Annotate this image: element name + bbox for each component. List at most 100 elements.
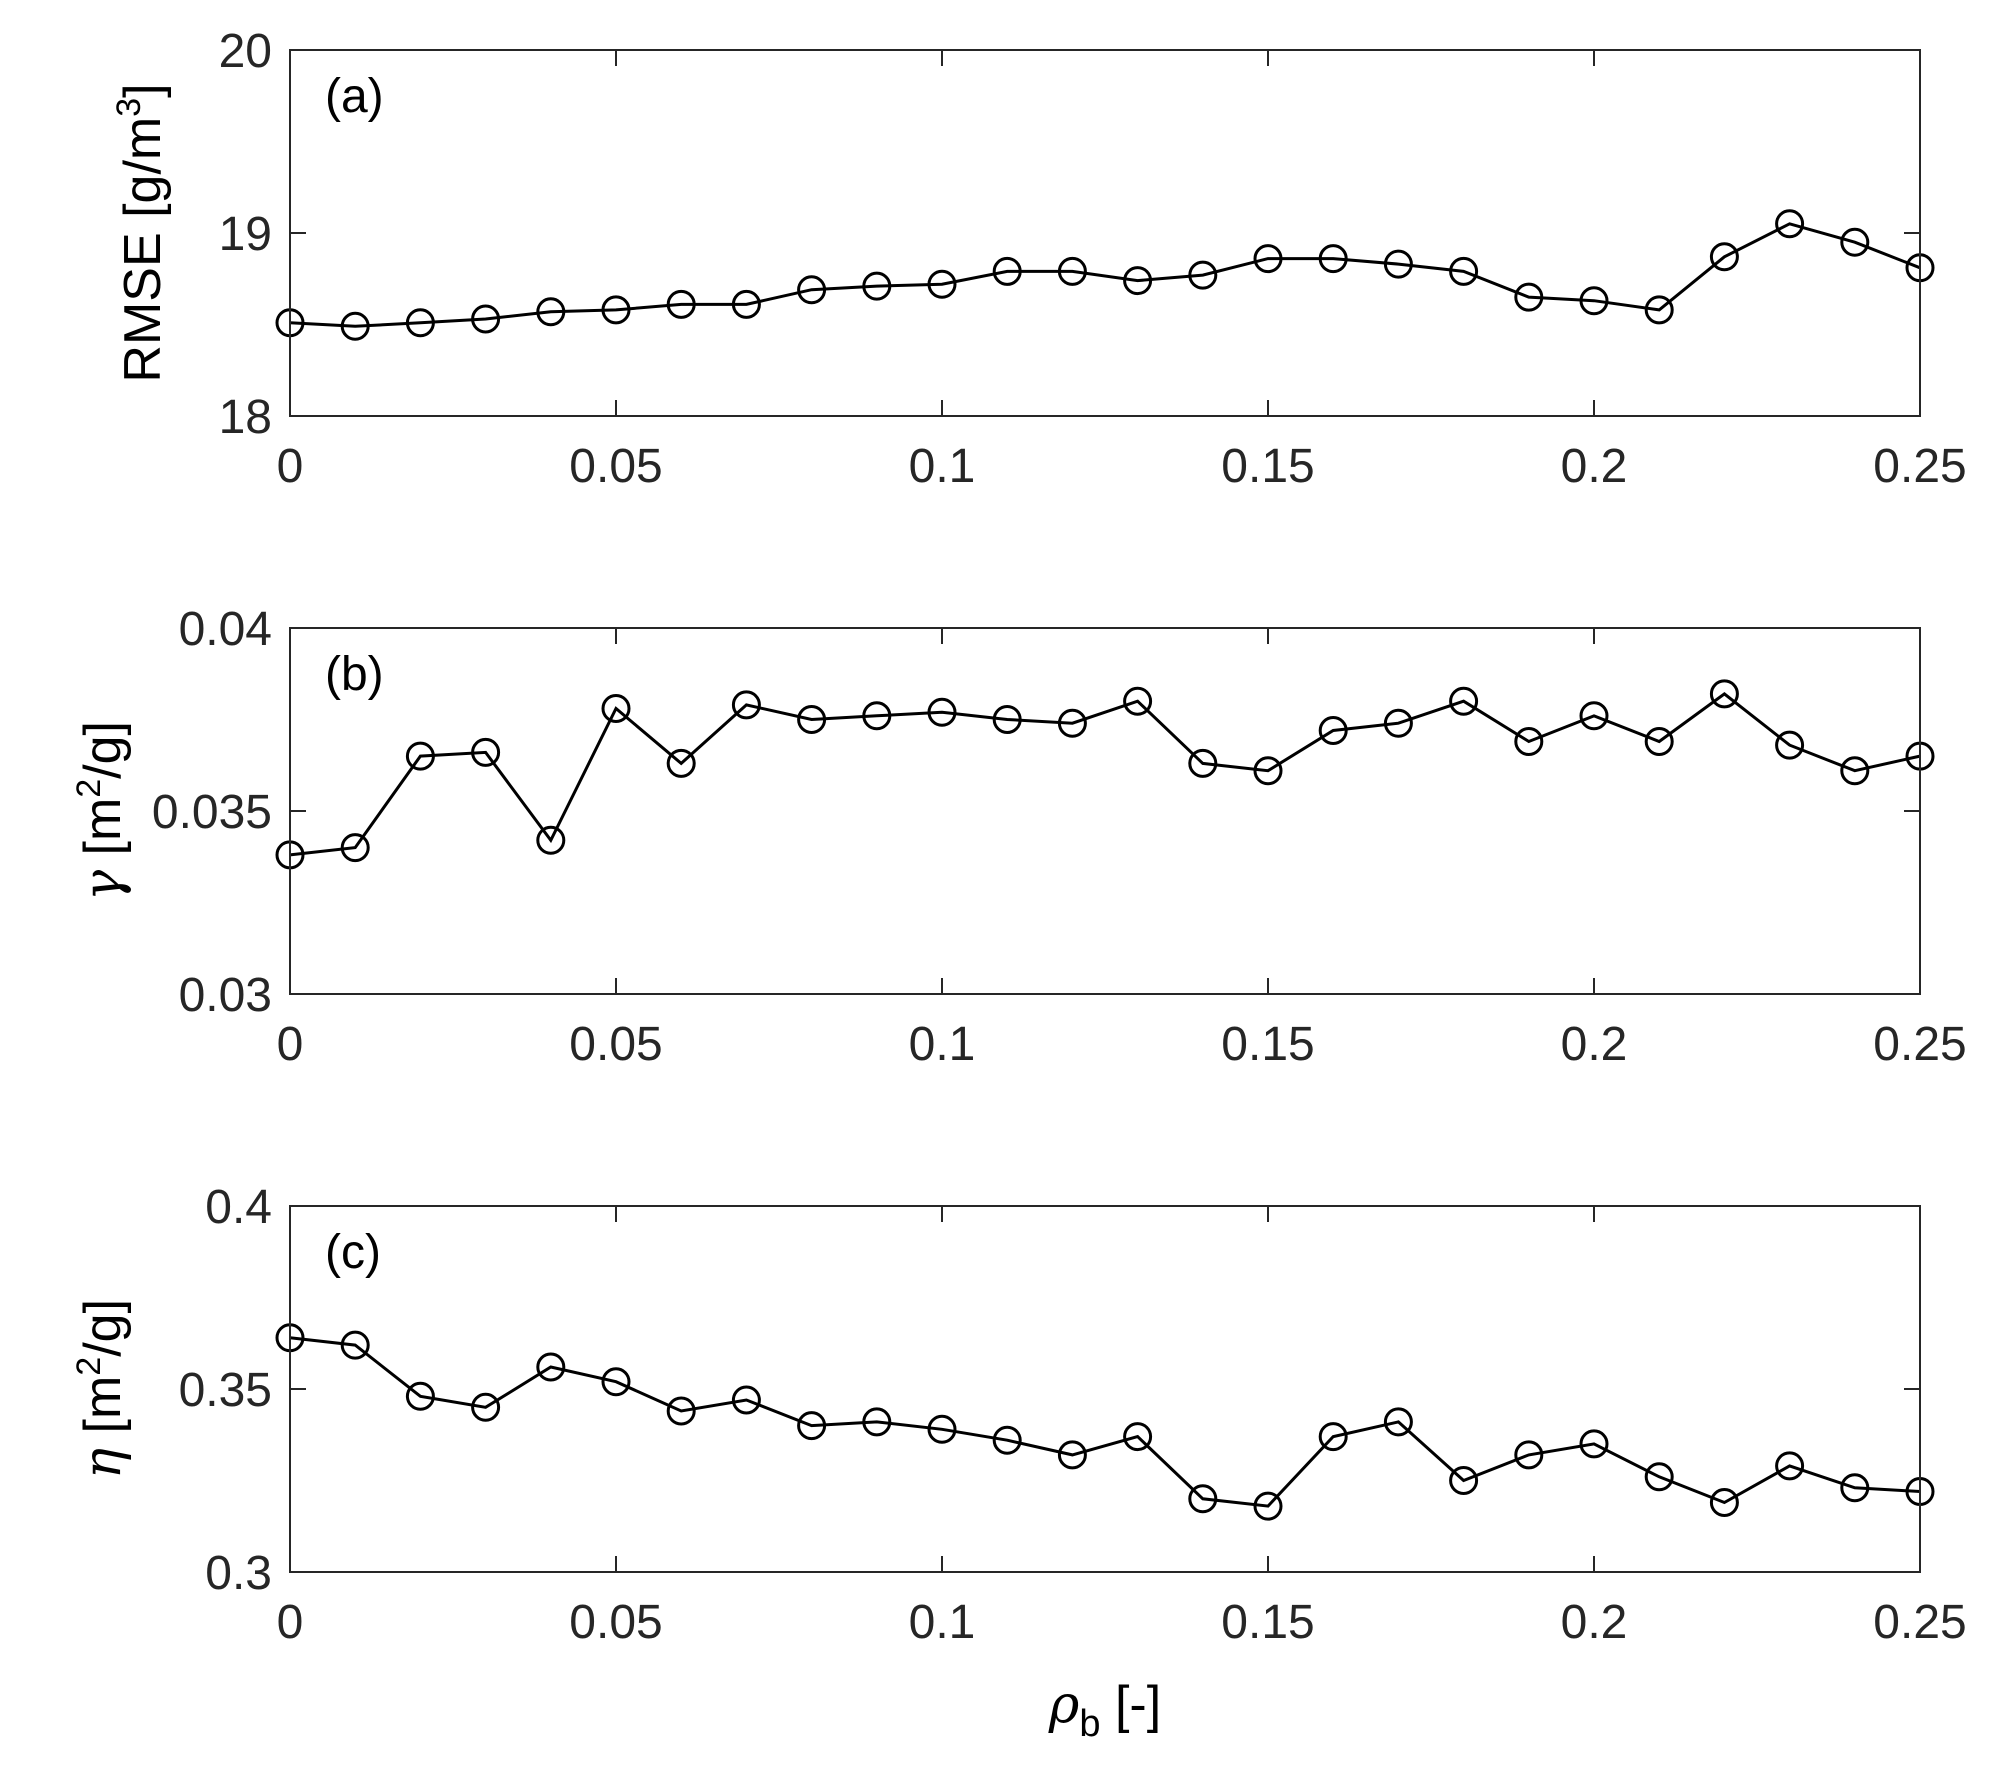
panel-c-data-point bbox=[601, 1367, 631, 1397]
panel-a-data-point bbox=[340, 311, 370, 341]
panel-a-data-point bbox=[1449, 256, 1479, 286]
panel-b-series-line bbox=[289, 692, 1921, 857]
panel-c-y-axis-label: η [m2/g] bbox=[70, 1299, 133, 1479]
panel-c-data-point bbox=[471, 1392, 501, 1422]
panel-b-data-point bbox=[601, 694, 631, 723]
panel-c-data-point bbox=[536, 1352, 566, 1382]
panel-b-y-tick-label: 0.04 bbox=[179, 603, 272, 656]
panel-b-y-label-main: [m bbox=[74, 798, 132, 870]
panel-a-data-point bbox=[731, 289, 761, 319]
panel-b-data-point bbox=[992, 705, 1022, 734]
panel-b: 0 0.05 0.1 0.15 0.2 0.25 0.03 0.035 0.04 (b) γ [… bbox=[70, 603, 1967, 1071]
panel-b-y-axis-label: γ [m2/g] bbox=[70, 721, 133, 901]
panel-c-label: (c) bbox=[325, 1226, 381, 1279]
panel-b-data-point bbox=[1579, 701, 1609, 731]
panel-a-data-point bbox=[1514, 282, 1544, 312]
panel-a-data-point bbox=[1775, 209, 1805, 239]
panel-a-data-point bbox=[1579, 286, 1609, 316]
panel-c-x-tick-label: 0.1 bbox=[909, 1596, 976, 1649]
panel-c-data-point bbox=[1840, 1473, 1870, 1503]
panel-a-y-tick-label: 20 bbox=[219, 25, 272, 78]
panel-c-data-point bbox=[797, 1411, 827, 1441]
panel-c-data-point bbox=[1644, 1462, 1674, 1492]
panel-c: 0 0.05 0.1 0.15 0.2 0.25 0.3 0.35 0.4 (c) η [m2/… bbox=[70, 1181, 1967, 1745]
panel-a-y-tick-label: 18 bbox=[219, 391, 272, 444]
panel-b-data-point bbox=[1449, 686, 1479, 716]
panel-c-x-tick-label: 0.15 bbox=[1221, 1596, 1314, 1649]
panel-a-data-point bbox=[1383, 249, 1413, 279]
panel-b-data-point bbox=[536, 825, 566, 855]
x-axis-label: ρb [-] bbox=[1048, 1675, 1161, 1745]
panel-a-data-point bbox=[1253, 244, 1283, 274]
panel-b-x-tick-label: 0.05 bbox=[569, 1018, 662, 1071]
panel-c-data-point bbox=[1775, 1451, 1805, 1481]
panel-a-y-label-main: RMSE [g/m bbox=[114, 117, 172, 383]
panel-b-x-tick-label: 0 bbox=[277, 1018, 304, 1071]
panel-b-data-point bbox=[471, 737, 501, 767]
panel-b-data-point bbox=[1644, 727, 1674, 756]
panel-b-y-tick-label: 0.035 bbox=[152, 786, 272, 839]
panel-c-y-label-tail: /g] bbox=[74, 1299, 132, 1357]
panel-a-data-point bbox=[927, 269, 957, 299]
panel-c-data-point bbox=[1383, 1407, 1413, 1437]
panel-a-y-label-sup: 3 bbox=[110, 98, 148, 117]
panel-a-data-point bbox=[601, 295, 631, 325]
x-label-sub: b bbox=[1079, 1703, 1100, 1745]
panel-c-x-tick-label: 0.05 bbox=[569, 1596, 662, 1649]
panel-c-data-point bbox=[1123, 1422, 1153, 1452]
panel-c-y-label-main: [m bbox=[74, 1376, 132, 1448]
panel-b-data-point bbox=[927, 697, 957, 727]
panel-a-y-axis-label: RMSE [g/m3] bbox=[110, 83, 172, 382]
panel-b-x-tick-label: 0.15 bbox=[1221, 1018, 1314, 1071]
panel-a-data-point bbox=[666, 289, 696, 319]
panel-a-data-point bbox=[1057, 256, 1087, 286]
panel-b-axes-box bbox=[289, 627, 1921, 995]
panel-c-y-tick-label: 0.3 bbox=[205, 1547, 272, 1600]
panel-b-y-label-symbol: γ bbox=[73, 869, 133, 901]
panel-a-series-line bbox=[289, 222, 1921, 328]
panel-b-data-point bbox=[1123, 686, 1153, 716]
panel-a-axes-box bbox=[289, 49, 1921, 417]
panel-c-data-point bbox=[1579, 1429, 1609, 1459]
panel-b-data-point bbox=[1775, 730, 1805, 760]
panel-c-data-point bbox=[1449, 1466, 1479, 1495]
panel-b-x-tick-label: 0.1 bbox=[909, 1018, 976, 1071]
panel-a-x-tick-label: 0.1 bbox=[909, 440, 976, 493]
panel-c-series-line bbox=[289, 1336, 1921, 1508]
panel-c-x-tick-label: 0.25 bbox=[1873, 1596, 1966, 1649]
panel-c-y-label-sup: 2 bbox=[70, 1357, 108, 1376]
panel-a-data-point bbox=[1123, 266, 1153, 296]
panel-b-data-point bbox=[1383, 708, 1413, 738]
panel-b-data-point bbox=[1253, 756, 1283, 786]
panel-a-data-point bbox=[862, 271, 892, 301]
panel-b-data-point bbox=[797, 705, 827, 734]
panel-a-data-point bbox=[471, 304, 501, 334]
panel-c-data-point bbox=[1514, 1440, 1544, 1470]
panel-c-y-label-symbol: η bbox=[73, 1448, 133, 1479]
panel-c-data-point bbox=[405, 1381, 435, 1411]
panel-c-y-tick-label: 0.4 bbox=[205, 1181, 272, 1234]
panel-a-x-tick-label: 0 bbox=[277, 440, 304, 493]
panel-b-data-point bbox=[731, 690, 761, 720]
panel-a-data-point bbox=[1644, 295, 1674, 325]
panel-c-axes-box bbox=[289, 1205, 1921, 1573]
panel-c-data-point bbox=[992, 1425, 1022, 1455]
panel-c-x-tick-label: 0.2 bbox=[1561, 1596, 1628, 1649]
panel-a-x-tick-label: 0.25 bbox=[1873, 440, 1966, 493]
panel-b-data-point bbox=[340, 833, 370, 863]
panel-a-data-point bbox=[405, 308, 435, 338]
panel-b-data-point bbox=[862, 701, 892, 731]
panel-a-data-point bbox=[1709, 242, 1739, 272]
panel-a-x-tick-label: 0.15 bbox=[1221, 440, 1314, 493]
panel-a-data-point bbox=[992, 256, 1022, 286]
panel-b-y-tick-label: 0.03 bbox=[179, 969, 272, 1022]
panel-c-data-point bbox=[1709, 1488, 1739, 1517]
panel-c-data-point bbox=[1188, 1484, 1218, 1514]
panel-a-x-tick-label: 0.2 bbox=[1561, 440, 1628, 493]
panel-c-data-point bbox=[927, 1414, 957, 1444]
panel-b-data-point bbox=[1188, 748, 1218, 778]
panel-b-y-label-tail: /g] bbox=[74, 721, 132, 779]
panel-b-x-tick-label: 0.2 bbox=[1561, 1018, 1628, 1071]
panel-c-data-point bbox=[731, 1385, 761, 1415]
panel-b-y-label-sup: 2 bbox=[70, 779, 108, 798]
